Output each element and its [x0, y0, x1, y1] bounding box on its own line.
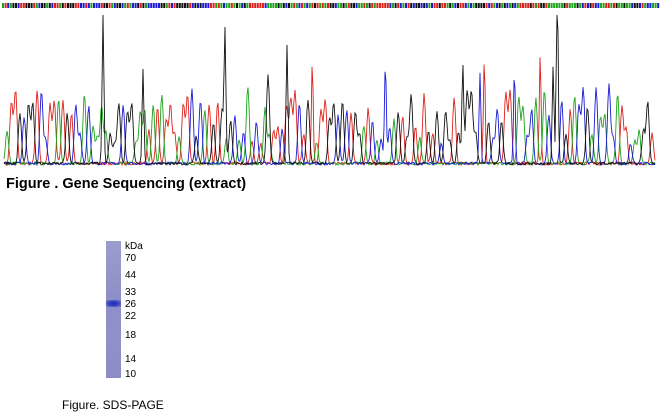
kda-unit-label: kDa	[125, 241, 143, 252]
trace-g	[3, 14, 656, 167]
marker-label: 70	[125, 253, 137, 264]
protein-band	[106, 300, 121, 307]
chromatogram-traces	[3, 14, 656, 167]
sds-page-caption: Figure. SDS-PAGE	[62, 398, 164, 412]
marker-label: 33	[125, 287, 137, 298]
marker-label: 14	[125, 354, 137, 365]
sequence-letters-strip	[2, 3, 660, 8]
gel-lane	[106, 241, 121, 378]
marker-label: 22	[125, 311, 137, 322]
sequencing-figure-caption: Figure . Gene Sequencing (extract)	[6, 176, 247, 192]
marker-label: 26	[125, 299, 137, 310]
marker-label: 18	[125, 330, 137, 341]
marker-label: 44	[125, 270, 137, 281]
trace-c	[3, 71, 656, 167]
marker-label: 10	[125, 369, 137, 380]
